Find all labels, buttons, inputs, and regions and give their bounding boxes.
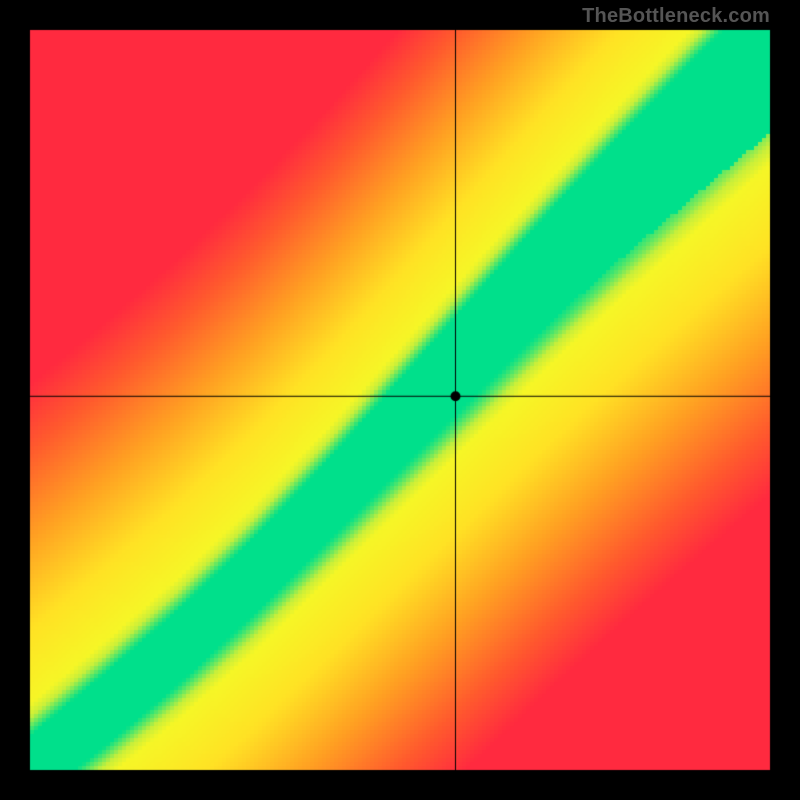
chart-container: TheBottleneck.com [0,0,800,800]
watermark-text: TheBottleneck.com [582,5,770,28]
bottleneck-heatmap-canvas [0,0,800,800]
